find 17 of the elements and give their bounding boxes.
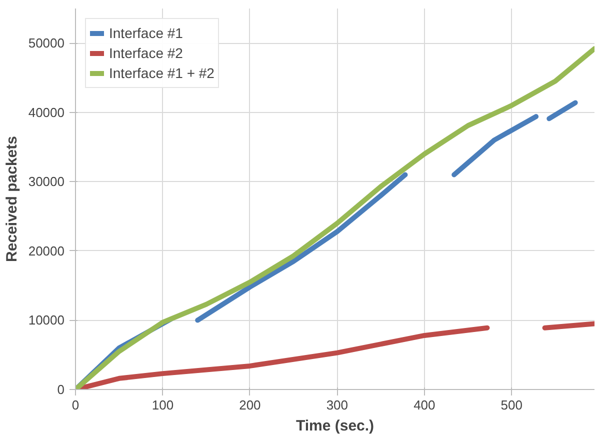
y-axis-title: Received packets [3, 136, 20, 262]
y-tick-label: 10000 [28, 312, 65, 328]
x-tick-label: 300 [326, 398, 348, 412]
legend-label: Interface #1 [109, 24, 183, 42]
x-tick-label: 200 [239, 398, 261, 412]
y-tick-label: 20000 [28, 243, 65, 258]
y-tick-label: 0 [57, 382, 65, 397]
y-tick-label: 30000 [28, 174, 65, 190]
legend-label: Interface #2 [109, 44, 183, 62]
x-axis-title: Time (sec.) [296, 418, 374, 434]
x-tick-label: 400 [414, 398, 436, 412]
y-tick-label: 50000 [28, 36, 65, 51]
y-tick-label: 40000 [28, 104, 65, 120]
legend-label: Interface #1 + #2 [109, 64, 214, 82]
x-tick-label: 0 [72, 398, 80, 412]
x-tick-label: 100 [152, 398, 174, 412]
x-tick-label: 500 [500, 398, 522, 412]
